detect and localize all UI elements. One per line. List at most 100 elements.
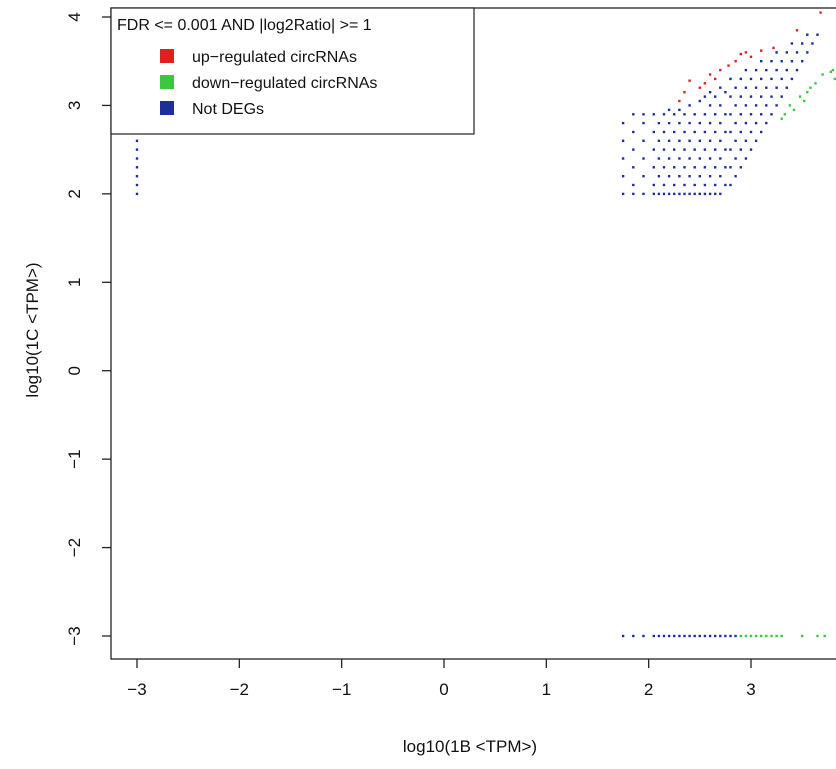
legend-label-up: up−regulated circRNAs	[192, 49, 357, 66]
data-point	[135, 183, 139, 187]
data-point	[642, 121, 645, 125]
data-point	[775, 634, 778, 638]
data-point	[683, 183, 686, 187]
data-point	[809, 86, 812, 89]
data-point	[683, 192, 686, 196]
data-point	[739, 148, 742, 151]
data-point	[632, 192, 635, 196]
data-point	[739, 634, 742, 638]
data-point	[714, 148, 717, 151]
data-point	[795, 68, 799, 72]
data-point	[662, 192, 666, 196]
data-point	[724, 91, 727, 94]
data-point	[780, 77, 783, 81]
data-point	[780, 95, 783, 98]
data-point	[814, 82, 817, 85]
data-point	[801, 60, 804, 63]
data-point	[749, 148, 753, 151]
data-point	[749, 95, 753, 98]
data-point	[729, 95, 732, 98]
data-point	[678, 192, 681, 196]
data-point	[703, 166, 707, 169]
data-point	[739, 113, 742, 116]
data-point	[708, 157, 712, 160]
data-point	[765, 121, 768, 125]
data-point	[829, 70, 832, 73]
data-point	[831, 68, 835, 72]
data-point	[652, 113, 655, 116]
data-point	[621, 157, 625, 160]
data-point	[714, 166, 717, 169]
data-point	[833, 77, 836, 81]
data-point	[734, 139, 737, 142]
data-point	[765, 104, 768, 107]
data-point	[744, 51, 748, 54]
data-point	[806, 91, 809, 94]
data-point	[632, 148, 635, 151]
data-point	[754, 68, 758, 72]
data-point	[724, 183, 727, 187]
data-point	[719, 121, 722, 125]
data-point	[662, 183, 666, 187]
data-point	[724, 113, 727, 116]
data-point	[783, 113, 786, 116]
y-tick-label: −2	[65, 538, 84, 557]
data-point	[734, 157, 737, 160]
data-point	[667, 634, 671, 638]
data-point	[790, 42, 794, 45]
data-point	[749, 77, 753, 81]
data-point	[803, 99, 806, 103]
data-point	[749, 130, 753, 134]
data-point	[719, 104, 722, 107]
data-point	[678, 634, 681, 638]
data-point	[642, 175, 645, 178]
data-point	[621, 121, 625, 125]
data-point	[688, 104, 691, 107]
data-point	[760, 113, 763, 116]
data-point	[760, 634, 763, 638]
data-point	[683, 91, 686, 94]
legend-swatch-down	[160, 75, 174, 89]
data-point	[673, 148, 676, 151]
data-point	[708, 175, 712, 178]
x-tick-label: 3	[746, 680, 755, 699]
data-point	[719, 175, 722, 178]
data-point	[719, 68, 722, 72]
data-point	[708, 192, 712, 196]
data-point	[673, 166, 676, 169]
data-point	[734, 175, 737, 178]
data-point	[785, 51, 788, 54]
data-point	[744, 121, 748, 125]
data-point	[708, 73, 712, 76]
data-point	[667, 139, 671, 142]
x-tick-label: 0	[439, 680, 448, 699]
x-tick-label: 2	[644, 680, 653, 699]
data-point	[719, 139, 722, 142]
data-point	[798, 95, 802, 98]
data-point	[729, 183, 732, 187]
data-point	[734, 634, 737, 638]
data-point	[724, 148, 727, 151]
data-point	[683, 634, 686, 638]
x-tick-label: −3	[127, 680, 146, 699]
data-point	[744, 157, 748, 160]
legend-title: FDR <= 0.001 AND |log2Ratio| >= 1	[117, 17, 372, 34]
data-point	[790, 60, 794, 63]
data-point	[719, 192, 722, 196]
data-point	[719, 634, 722, 638]
data-point	[678, 175, 681, 178]
data-point	[673, 634, 676, 638]
data-point	[652, 183, 655, 187]
data-point	[739, 77, 742, 81]
data-point	[749, 634, 753, 638]
data-point	[795, 29, 799, 32]
data-point	[806, 51, 809, 54]
y-tick-label: 3	[65, 101, 84, 110]
data-point	[652, 192, 655, 196]
legend-swatch-up	[160, 49, 174, 63]
data-point	[703, 130, 707, 134]
data-point	[698, 634, 701, 638]
data-point	[819, 11, 822, 14]
data-point	[673, 113, 676, 116]
x-tick-label: −1	[332, 680, 351, 699]
